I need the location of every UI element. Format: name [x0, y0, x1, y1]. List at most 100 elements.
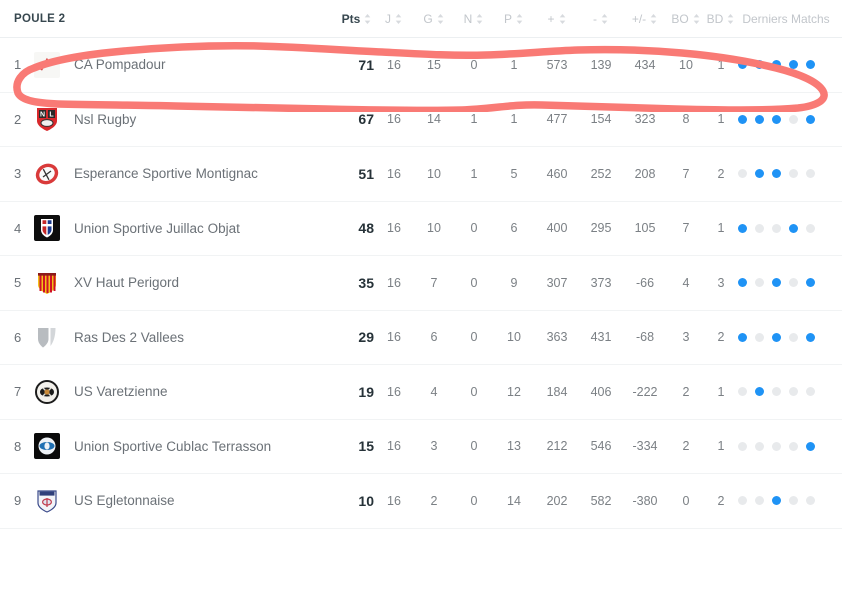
cell-minus: 154 [590, 112, 612, 127]
team-name[interactable]: XV Haut Perigord [74, 275, 180, 291]
cell-g: 7 [430, 275, 438, 290]
form-dot-win [806, 60, 815, 70]
cell-minus: 252 [590, 166, 612, 181]
cell-g: 6 [430, 330, 438, 345]
cell-pts: 71 [358, 56, 374, 73]
table-row[interactable]: 9 US Egletonnaise 10 16 2 0 14 202 582 -380 0 2 [0, 474, 842, 529]
form-dot-win [789, 223, 798, 233]
cell-plus: 202 [546, 493, 568, 508]
cell-j: 16 [387, 275, 401, 290]
sort-arrows-icon[interactable] [436, 13, 445, 25]
cell-n: 0 [470, 439, 478, 454]
cell-pts: 48 [358, 220, 374, 237]
cell-diff: -68 [635, 330, 655, 345]
cell-minus: 431 [590, 330, 612, 345]
column-header-p[interactable]: P [494, 12, 534, 26]
sort-arrows-icon[interactable] [394, 13, 403, 25]
cell-bo: 7 [682, 166, 690, 181]
form-dot-win [755, 114, 764, 124]
cell-g: 10 [427, 166, 441, 181]
team-name[interactable]: Union Sportive Cublac Terrasson [74, 438, 272, 454]
form-dot-win [755, 387, 764, 397]
form-dot-empty [789, 332, 798, 342]
form-dot-win [755, 169, 764, 179]
recent-form [738, 169, 834, 179]
cell-minus: 295 [590, 221, 612, 236]
column-header-label-n: N [463, 11, 473, 26]
form-dot-win [755, 60, 764, 70]
cell-g: 10 [427, 221, 441, 236]
cell-plus: 307 [546, 275, 568, 290]
svg-text:L: L [49, 112, 54, 119]
column-header-plus[interactable]: + [534, 12, 580, 26]
table-row[interactable]: 2 N L Nsl Rugby 67 16 14 1 1 477 154 323 8 1 [0, 92, 842, 147]
cell-bo: 2 [682, 439, 690, 454]
team-name[interactable]: US Varetzienne [74, 384, 168, 400]
cell-n: 0 [470, 330, 478, 345]
cell-pts: 67 [358, 111, 374, 128]
cell-bo: 2 [682, 384, 690, 399]
form-dot-empty [789, 387, 798, 397]
form-dot-win [772, 60, 781, 70]
crest-perigord-icon [34, 270, 60, 296]
cell-bd: 1 [717, 112, 725, 127]
form-dot-win [738, 114, 747, 124]
form-dot-empty [789, 169, 798, 179]
recent-form [738, 278, 834, 288]
crest-montignac-icon [34, 161, 60, 187]
column-header-label-form: Derniers Matchs [742, 11, 830, 26]
column-header-bo[interactable]: BO [668, 12, 704, 26]
table-row[interactable]: 8 Union Sportive Cublac Terrasson 15 16 3 0 13… [0, 419, 842, 474]
sort-arrows-icon[interactable] [726, 13, 735, 25]
form-dot-win [806, 114, 815, 124]
column-header-minus[interactable]: - [580, 12, 622, 26]
cell-minus: 406 [590, 384, 612, 399]
cell-j: 16 [387, 384, 401, 399]
team-name[interactable]: Nsl Rugby [74, 111, 137, 127]
cell-diff: -380 [632, 493, 658, 508]
sort-arrows-icon[interactable] [558, 13, 567, 25]
cell-pts: 51 [358, 165, 374, 182]
team-name[interactable]: Union Sportive Juillac Objat [74, 220, 240, 236]
column-header-n[interactable]: N [454, 12, 494, 26]
cell-g: 3 [430, 439, 438, 454]
sort-arrows-icon[interactable] [600, 13, 609, 25]
table-row[interactable]: 5 XV Haut Perigord 35 16 7 0 9 307 373 -66 4 3 [0, 256, 842, 311]
cell-p: 5 [510, 166, 518, 181]
sort-arrows-icon[interactable] [475, 13, 484, 25]
table-row[interactable]: 3 Esperance Sportive Montignac 51 16 10 1 5 460… [0, 147, 842, 202]
team-name[interactable]: Ras Des 2 Vallees [74, 329, 185, 345]
column-header-diff[interactable]: +/- [622, 12, 668, 26]
crest-egletons-icon [34, 488, 60, 514]
cell-bo: 4 [682, 275, 690, 290]
cell-pts: 10 [358, 492, 374, 509]
table-row[interactable]: 1 CA Pompadour 71 16 15 0 1 573 139 434 10 1 [0, 38, 842, 93]
cell-plus: 573 [546, 57, 568, 72]
sort-arrows-icon[interactable] [515, 13, 524, 25]
cell-g: 15 [427, 57, 441, 72]
cell-minus: 582 [590, 493, 612, 508]
team-name[interactable]: Esperance Sportive Montignac [74, 166, 258, 182]
form-dot-win [806, 441, 815, 451]
form-dot-win [772, 114, 781, 124]
recent-form [738, 223, 834, 233]
sort-arrows-icon[interactable] [649, 13, 658, 25]
column-header-label-j: J [385, 11, 391, 26]
sort-arrows-icon[interactable] [692, 13, 701, 25]
column-header-j[interactable]: J [374, 12, 414, 26]
table-row[interactable]: 4 Union Sportive Juillac Objat 48 16 10 0 6 400… [0, 201, 842, 256]
team-name[interactable]: CA Pompadour [74, 57, 166, 73]
cell-p: 9 [510, 275, 518, 290]
cell-diff: 105 [634, 221, 656, 236]
column-header-bd[interactable]: BD [704, 12, 738, 26]
table-row[interactable]: 6 Ras Des 2 Vallees 29 16 6 0 10 363 431 -68 3 2 [0, 310, 842, 365]
column-header-pts[interactable]: Pts [340, 12, 374, 26]
cell-bo: 7 [682, 221, 690, 236]
cell-bd: 2 [717, 330, 725, 345]
team-name[interactable]: US Egletonnaise [74, 493, 175, 509]
form-dot-empty [755, 441, 764, 451]
recent-form [738, 332, 834, 342]
table-row[interactable]: 7 US Varetzienne 19 16 4 0 12 184 406 -222 2 1 [0, 365, 842, 420]
column-header-g[interactable]: G [414, 12, 454, 26]
sort-arrows-icon[interactable] [363, 13, 372, 25]
